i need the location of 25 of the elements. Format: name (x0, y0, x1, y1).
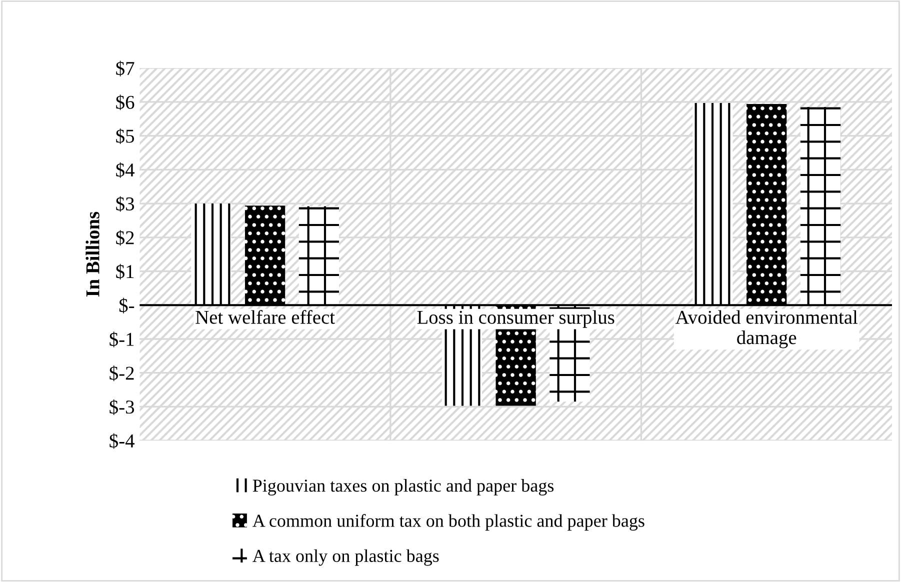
y-tick-label: $-3 (110, 399, 134, 415)
y-tick-label: $4 (116, 162, 134, 178)
bar (244, 206, 286, 306)
y-tick-label: $1 (116, 264, 134, 280)
y-tick-label: $-2 (110, 366, 134, 382)
x-tick-label: Loss in consumer surplus (417, 310, 614, 328)
y-tick-label: $-4 (110, 433, 134, 449)
y-tick-label: $6 (116, 94, 134, 110)
legend-label: A common uniform tax on both plastic and paper bags (252, 514, 644, 531)
y-tick-label: $3 (116, 196, 134, 212)
bar (298, 206, 340, 306)
x-tick-label: Avoided environmental damage (675, 310, 858, 348)
x-tick-label: Net welfare effect (196, 310, 335, 324)
bar (692, 102, 733, 306)
y-axis-title: In Billions (86, 212, 100, 297)
legend-label: A tax only on plastic bags (252, 549, 439, 566)
bar (800, 107, 841, 306)
y-tick-label: $5 (116, 128, 134, 144)
y-tick-label: $-1 (110, 332, 134, 348)
y-tick-label: $- (119, 298, 134, 314)
legend-label: Pigouvian taxes on plastic and paper bags (252, 479, 554, 496)
bar (191, 204, 232, 306)
y-tick-label: $2 (116, 230, 134, 246)
bar (746, 104, 787, 306)
y-tick-label: $7 (116, 60, 134, 76)
